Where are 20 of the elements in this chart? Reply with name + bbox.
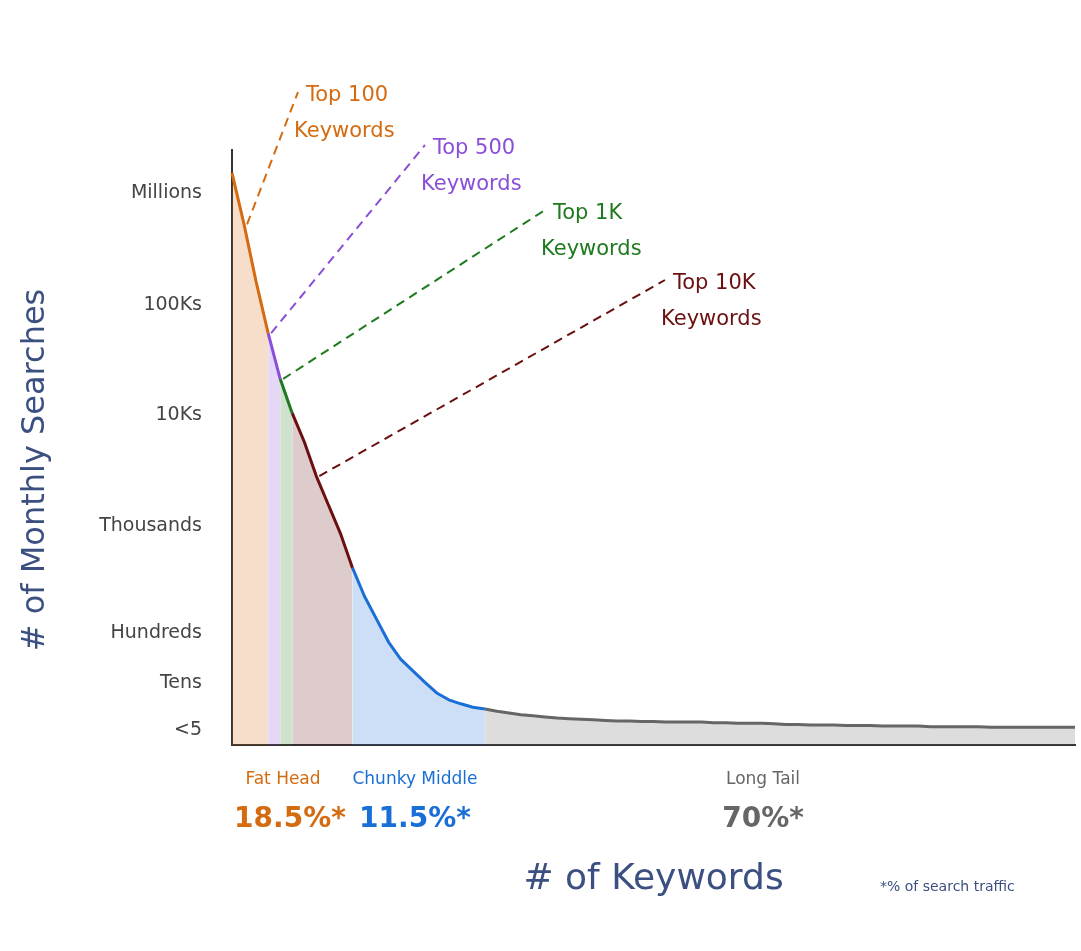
text: Chunky Middle <box>352 768 478 789</box>
text: 11.5%* <box>359 801 472 835</box>
text: 18.5%* <box>234 801 347 835</box>
text: Top 100 Keywords <box>294 82 395 143</box>
text: Tens <box>158 669 202 692</box>
text: Long Tail <box>726 768 800 789</box>
text: <5 <box>173 716 202 739</box>
text: *% of search traffic <box>880 877 1015 894</box>
annotation: Top 1K Keywords <box>541 200 642 261</box>
text: Fat Head <box>245 768 321 789</box>
text: Thousands <box>98 512 202 535</box>
annotation: Top 10K Keywords <box>661 270 762 331</box>
text: # of Monthly Searches <box>14 288 53 652</box>
annotation: Top 500 Keywords <box>421 135 522 196</box>
text: 10Ks <box>155 401 202 424</box>
text: 70%* <box>722 801 805 835</box>
text: Millions <box>130 179 202 202</box>
text: 100Ks <box>143 291 202 314</box>
x-axis-title: # of Keywords <box>523 855 784 897</box>
text: Hundreds <box>110 619 202 642</box>
